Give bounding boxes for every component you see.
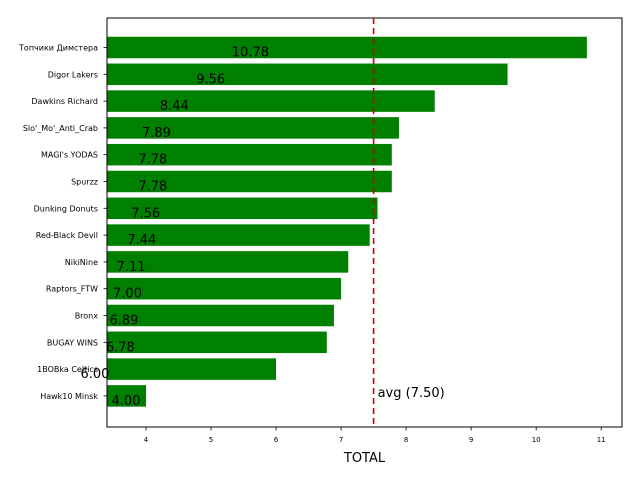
y-tick-label: Raptors_FTW — [46, 285, 98, 294]
y-tick-label: Dawkins Richard — [31, 97, 98, 106]
x-tick-label: 11 — [597, 436, 606, 444]
y-tick-label: Bronx — [75, 312, 99, 321]
bar — [107, 90, 435, 112]
bars-group — [107, 36, 587, 407]
x-tick-label: 10 — [532, 436, 541, 444]
x-tick-label: 4 — [144, 436, 149, 444]
bar — [107, 36, 587, 59]
bar-value-label: 7.89 — [142, 126, 171, 141]
x-tick-label: 5 — [209, 436, 213, 444]
y-tick-label: MAGI's YODAS — [41, 151, 98, 160]
x-tick-label: 8 — [404, 436, 408, 444]
y-tick-label: Топчики Димстера — [18, 44, 98, 53]
y-tick-label: Digor Lakers — [48, 70, 98, 79]
value-labels-group: 10.78 9.56 8.44 7.89 7.78 7.78 7.56 7.44 7.11 7.0… — [81, 46, 269, 409]
bar — [107, 251, 349, 273]
bar — [107, 143, 392, 166]
bar — [107, 304, 334, 327]
bar-value-label: 4.00 — [112, 394, 141, 409]
bar-value-label: 7.44 — [127, 233, 156, 248]
x-tick-label: 9 — [469, 436, 473, 444]
bar — [107, 170, 392, 193]
bar-value-label: 6.89 — [109, 314, 138, 329]
y-tick-label: Dunking Donuts — [34, 204, 98, 213]
bar-value-label: 7.78 — [138, 153, 167, 168]
plot-frame — [106, 17, 623, 428]
y-tick-label: Hawk10 Minsk — [40, 392, 98, 401]
bar-value-label: 6.00 — [81, 367, 110, 382]
x-tick-label: 7 — [339, 436, 343, 444]
x-axis-label: TOTAL — [343, 451, 386, 466]
average-line-label: avg (7.50) — [378, 386, 445, 401]
bar-value-label: 10.78 — [232, 46, 269, 61]
bar-value-label: 9.56 — [196, 72, 225, 87]
y-tick-label: Slo'_Mo'_Anti_Crab — [23, 124, 98, 133]
y-tick-label: BUGAY WINS — [47, 338, 98, 347]
bar-value-label: 8.44 — [160, 99, 189, 114]
bar — [107, 117, 399, 139]
y-axis: Топчики Димстера Digor Lakers Dawkins Rich… — [18, 44, 107, 401]
bar — [107, 358, 277, 380]
bar — [107, 63, 508, 86]
bar-value-label: 7.56 — [131, 206, 160, 221]
bar — [107, 224, 370, 246]
x-tick-label: 6 — [274, 436, 279, 444]
bar-value-label: 7.00 — [113, 287, 142, 302]
y-tick-label: Spurzz — [71, 178, 98, 187]
y-tick-label: Red-Black Devil — [36, 231, 98, 240]
x-axis: 4 5 6 7 8 9 10 11 — [144, 427, 606, 444]
bar — [107, 197, 378, 220]
bar-value-label: 7.11 — [117, 260, 146, 275]
bar-value-label: 6.78 — [106, 340, 135, 355]
bar — [107, 385, 147, 407]
bar — [107, 331, 327, 354]
bar-value-label: 7.78 — [138, 180, 167, 195]
bar — [107, 277, 342, 300]
y-tick-label: 1BOBka Celtics — [37, 365, 98, 374]
y-tick-label: NikiNine — [65, 258, 98, 267]
